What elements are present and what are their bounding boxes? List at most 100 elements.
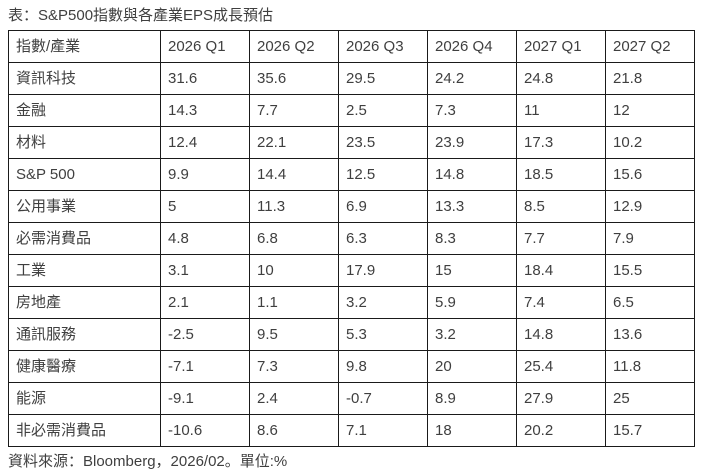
cell-value: 3.2 (427, 318, 517, 351)
cell-value: 23.9 (427, 126, 517, 159)
cell-value: 9.5 (249, 318, 339, 351)
column-header: 2026 Q3 (338, 30, 428, 63)
cell-value: 7.7 (249, 94, 339, 127)
cell-value: 9.8 (338, 350, 428, 383)
table-row: 材料 12.4 22.1 23.5 23.9 17.3 10.2 (8, 126, 695, 159)
cell-value: 7.7 (516, 222, 606, 255)
cell-value: -9.1 (160, 382, 250, 415)
cell-value: 10.2 (605, 126, 695, 159)
cell-value: 5 (160, 190, 250, 223)
cell-value: 10 (249, 254, 339, 287)
cell-value: 5.9 (427, 286, 517, 319)
cell-value: 2.4 (249, 382, 339, 415)
cell-value: 6.9 (338, 190, 428, 223)
cell-value: 23.5 (338, 126, 428, 159)
cell-value: 7.3 (427, 94, 517, 127)
cell-value: 15.6 (605, 158, 695, 191)
cell-value: 17.9 (338, 254, 428, 287)
row-label: 工業 (8, 254, 161, 287)
cell-value: -10.6 (160, 414, 250, 447)
cell-value: 20 (427, 350, 517, 383)
cell-value: 21.8 (605, 62, 695, 95)
table-row: 非必需消費品 -10.6 8.6 7.1 18 20.2 15.7 (8, 414, 695, 447)
cell-value: 2.1 (160, 286, 250, 319)
cell-value: 12 (605, 94, 695, 127)
cell-value: 1.1 (249, 286, 339, 319)
cell-value: -0.7 (338, 382, 428, 415)
cell-value: -2.5 (160, 318, 250, 351)
row-label: 必需消費品 (8, 222, 161, 255)
row-label: 公用事業 (8, 190, 161, 223)
cell-value: 24.2 (427, 62, 517, 95)
cell-value: 31.6 (160, 62, 250, 95)
cell-value: 8.6 (249, 414, 339, 447)
cell-value: 8.5 (516, 190, 606, 223)
table-title: 表：S&P500指數與各產業EPS成長預估 (8, 7, 274, 24)
cell-value: 8.9 (427, 382, 517, 415)
cell-value: 7.1 (338, 414, 428, 447)
cell-value: 9.9 (160, 158, 250, 191)
cell-value: 14.8 (427, 158, 517, 191)
cell-value: 27.9 (516, 382, 606, 415)
table-row: 工業 3.1 10 17.9 15 18.4 15.5 (8, 254, 695, 287)
row-label: S&P 500 (8, 158, 161, 191)
cell-value: 12.9 (605, 190, 695, 223)
cell-value: 2.5 (338, 94, 428, 127)
column-header: 2026 Q4 (427, 30, 517, 63)
row-label: 房地產 (8, 286, 161, 319)
cell-value: 11 (516, 94, 606, 127)
table-row: S&P 500 9.9 14.4 12.5 14.8 18.5 15.6 (8, 158, 695, 191)
cell-value: 35.6 (249, 62, 339, 95)
table-row: 房地產 2.1 1.1 3.2 5.9 7.4 6.5 (8, 286, 695, 319)
cell-value: 12.5 (338, 158, 428, 191)
cell-value: 14.4 (249, 158, 339, 191)
cell-value: 12.4 (160, 126, 250, 159)
row-label: 健康醫療 (8, 350, 161, 383)
row-label: 金融 (8, 94, 161, 127)
table-body: 資訊科技 31.6 35.6 29.5 24.2 24.8 21.8 金融 14.3 7.7 2.5… (8, 62, 695, 447)
cell-value: 6.3 (338, 222, 428, 255)
cell-value: 6.8 (249, 222, 339, 255)
cell-value: 8.3 (427, 222, 517, 255)
cell-value: 5.3 (338, 318, 428, 351)
cell-value: 7.3 (249, 350, 339, 383)
cell-value: 25.4 (516, 350, 606, 383)
column-header: 2027 Q1 (516, 30, 606, 63)
row-label: 材料 (8, 126, 161, 159)
cell-value: 15 (427, 254, 517, 287)
cell-value: 13.3 (427, 190, 517, 223)
cell-value: 7.4 (516, 286, 606, 319)
cell-value: 22.1 (249, 126, 339, 159)
cell-value: 3.2 (338, 286, 428, 319)
table-row: 公用事業 5 11.3 6.9 13.3 8.5 12.9 (8, 190, 695, 223)
cell-value: 4.8 (160, 222, 250, 255)
cell-value: 18 (427, 414, 517, 447)
cell-value: 29.5 (338, 62, 428, 95)
cell-value: 18.4 (516, 254, 606, 287)
cell-value: 3.1 (160, 254, 250, 287)
cell-value: 17.3 (516, 126, 606, 159)
column-header: 2026 Q2 (249, 30, 339, 63)
header-row: 指數/產業 2026 Q1 2026 Q2 2026 Q3 2026 Q4 2027 Q1… (8, 30, 695, 63)
table-row: 必需消費品 4.8 6.8 6.3 8.3 7.7 7.9 (8, 222, 695, 255)
cell-value: 18.5 (516, 158, 606, 191)
cell-value: 11.3 (249, 190, 339, 223)
cell-value: 6.5 (605, 286, 695, 319)
source-note: 資料來源：Bloomberg，2026/02。單位:% (8, 453, 288, 470)
cell-value: 13.6 (605, 318, 695, 351)
cell-value: 11.8 (605, 350, 695, 383)
column-header-category: 指數/產業 (8, 30, 161, 63)
table-row: 金融 14.3 7.7 2.5 7.3 11 12 (8, 94, 695, 127)
column-header: 2027 Q2 (605, 30, 695, 63)
row-label: 能源 (8, 382, 161, 415)
eps-growth-table: 指數/產業 2026 Q1 2026 Q2 2026 Q3 2026 Q4 2027 Q1… (8, 30, 695, 447)
cell-value: 7.9 (605, 222, 695, 255)
row-label: 資訊科技 (8, 62, 161, 95)
cell-value: 15.5 (605, 254, 695, 287)
table-row: 資訊科技 31.6 35.6 29.5 24.2 24.8 21.8 (8, 62, 695, 95)
cell-value: -7.1 (160, 350, 250, 383)
row-label: 通訊服務 (8, 318, 161, 351)
column-header: 2026 Q1 (160, 30, 250, 63)
cell-value: 14.8 (516, 318, 606, 351)
